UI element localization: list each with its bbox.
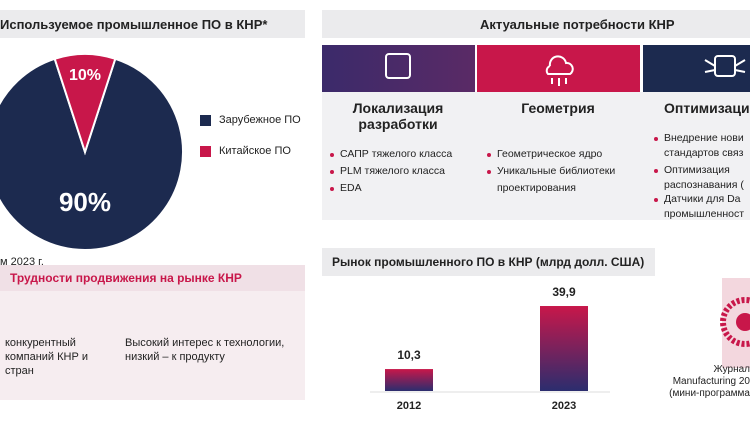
- bullet: [654, 198, 658, 202]
- icon: [385, 53, 411, 79]
- card-item: Датчики для Da: [664, 193, 741, 205]
- pie-slice: [53, 53, 117, 156]
- pie-slice: [0, 57, 184, 251]
- legend-swatch: [200, 146, 211, 157]
- bullet: [487, 170, 491, 174]
- icon: [714, 55, 736, 77]
- card-title: Локализация: [352, 100, 444, 116]
- chart-title: Рынок промышленного ПО в КНР (млрд долл.…: [332, 255, 645, 269]
- bullet: [330, 153, 334, 157]
- card-header: [643, 45, 750, 92]
- legend-label: Зарубежное ПО: [219, 114, 301, 126]
- card-item: промышленност: [664, 208, 745, 220]
- card-title: Геометрия: [521, 100, 595, 116]
- card-item: Оптимизация: [664, 164, 730, 176]
- card-item: проектирования: [497, 182, 576, 194]
- section-title: Трудности продвижения на рынке КНР: [10, 271, 242, 285]
- qr-caption: Manufacturing 20: [672, 376, 750, 387]
- difficulty-text: Высокий интерес к технологии,: [125, 337, 285, 349]
- value-label: 10,3: [397, 348, 421, 362]
- note: м 2023 г.: [0, 256, 44, 268]
- card-item: стандартов связ: [664, 147, 744, 159]
- icons: [385, 53, 746, 86]
- card-item: распознавания (: [664, 179, 744, 191]
- card-item: САПР тяжелого класса: [340, 148, 453, 160]
- difficulty-text: низкий – к продукту: [125, 351, 225, 363]
- card-item: EDA: [340, 182, 362, 194]
- header-band: [0, 10, 305, 38]
- qr-caption: Журнал: [713, 364, 750, 375]
- icon: [545, 55, 574, 86]
- legend-label: Китайское ПО: [219, 145, 291, 157]
- difficulty-text: стран: [5, 365, 34, 377]
- section-title: Актуальные потребности КНР: [480, 17, 675, 32]
- difficulties-header: [0, 265, 305, 291]
- value-label: 39,9: [552, 285, 576, 299]
- legend-swatch: [200, 115, 211, 126]
- bullet: [654, 137, 658, 141]
- bar: [540, 306, 588, 391]
- card-item: Уникальные библиотеки: [497, 165, 616, 177]
- bullet: [330, 187, 334, 191]
- qr-logo: [736, 313, 750, 331]
- bullet: [330, 170, 334, 174]
- x-tick-label: 2012: [397, 400, 421, 412]
- card-title: Оптимизаци: [664, 100, 750, 116]
- card-header: [322, 45, 475, 92]
- chart-title: Используемое промышленное ПО в КНР*: [0, 17, 268, 32]
- card-body: [322, 92, 750, 220]
- value-label: 90%: [59, 187, 111, 217]
- card-title: разработки: [358, 116, 438, 132]
- qr-caption: (мини-программа: [669, 388, 750, 399]
- bullet: [654, 169, 658, 173]
- header-band: [322, 10, 750, 38]
- difficulty-text: компаний КНР и: [5, 351, 88, 363]
- bar: [385, 369, 433, 391]
- x-tick-label: 2023: [552, 400, 576, 412]
- icon: [704, 59, 746, 73]
- card-item: Геометрическое ядро: [497, 148, 603, 160]
- card-item: Внедрение нови: [664, 132, 744, 144]
- card-item: PLM тяжелого класса: [340, 165, 445, 177]
- header-band: [322, 248, 655, 276]
- qr-code: [720, 278, 750, 368]
- bullet: [487, 153, 491, 157]
- value-label: 10%: [69, 67, 101, 84]
- difficulty-text: конкурентный: [5, 337, 76, 349]
